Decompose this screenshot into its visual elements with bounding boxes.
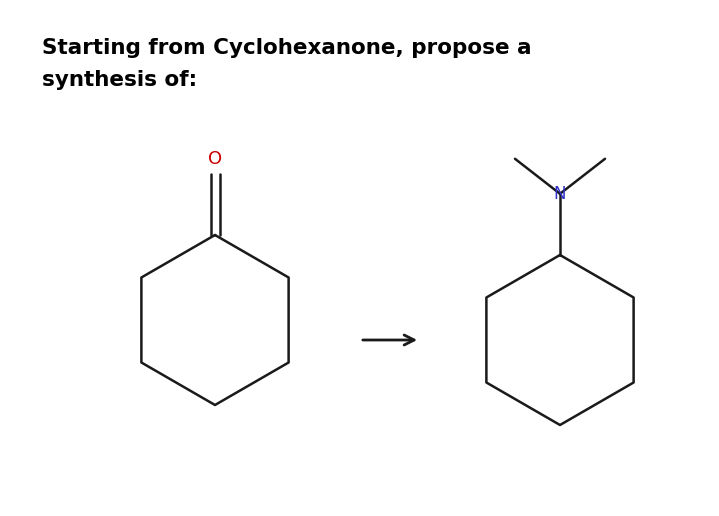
Text: N: N: [554, 185, 567, 203]
Text: synthesis of:: synthesis of:: [42, 70, 197, 90]
Text: O: O: [208, 150, 222, 168]
Text: Starting from Cyclohexanone, propose a: Starting from Cyclohexanone, propose a: [42, 38, 531, 58]
